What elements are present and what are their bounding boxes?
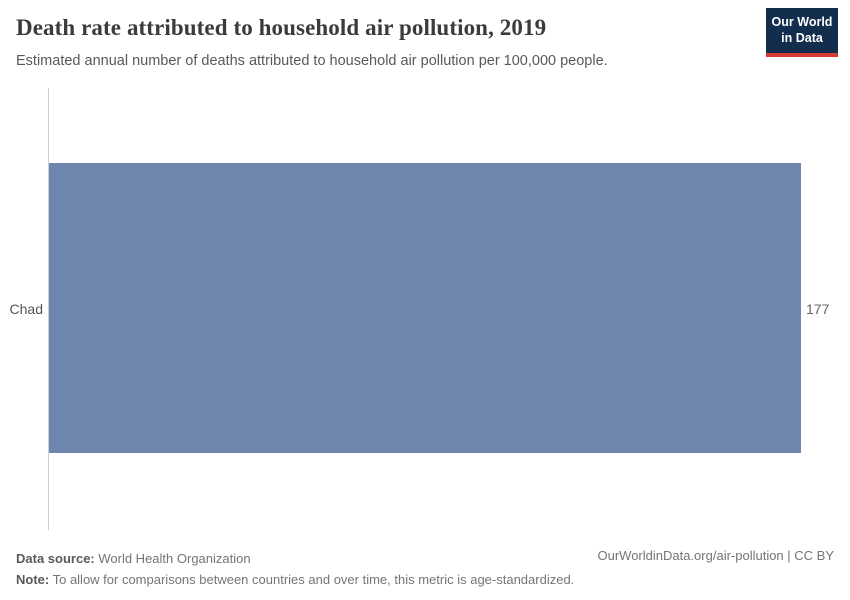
value-label-chad: 177 bbox=[806, 301, 830, 317]
footer-source-note: Data source: World Health Organization N… bbox=[16, 548, 574, 591]
page-title: Death rate attributed to household air p… bbox=[16, 15, 547, 40]
note-line: Note: To allow for comparisons between c… bbox=[16, 569, 574, 590]
license-link[interactable]: OurWorldinData.org/air-pollution | CC BY bbox=[597, 548, 834, 563]
owid-logo: Our World in Data bbox=[766, 8, 838, 57]
bar-chad[interactable] bbox=[49, 163, 801, 453]
data-source-value: World Health Organization bbox=[94, 551, 251, 566]
note-value: To allow for comparisons between countri… bbox=[49, 572, 575, 588]
owid-logo-line1: Our World bbox=[771, 14, 833, 29]
entity-label-chad: Chad bbox=[9, 301, 43, 317]
data-source-label: Data source: bbox=[16, 551, 95, 566]
owid-logo-line2: in Data bbox=[781, 30, 823, 45]
data-source-line: Data source: World Health Organization bbox=[16, 548, 574, 569]
plot-area bbox=[49, 88, 801, 530]
chart-subtitle: Estimated annual number of deaths attrib… bbox=[16, 53, 608, 69]
note-label: Note: bbox=[16, 572, 50, 588]
y-axis-line bbox=[48, 88, 49, 530]
